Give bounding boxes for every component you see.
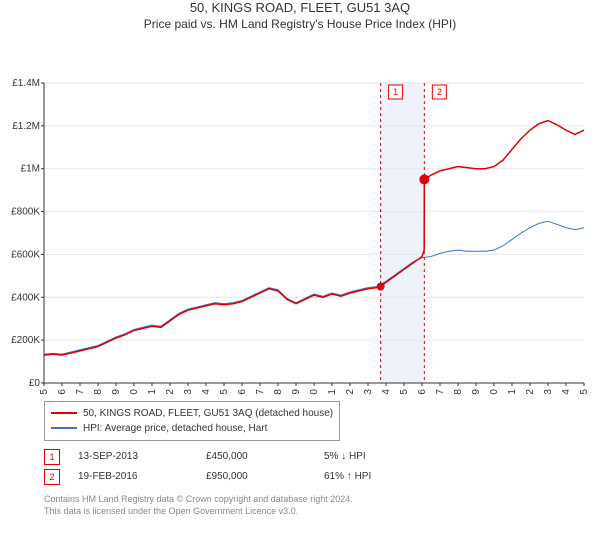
y-tick-label: £200K [11, 335, 40, 346]
x-tick-label: 2006 [237, 388, 248, 394]
x-tick-label: 2021 [507, 388, 518, 394]
x-tick-label: 2005 [219, 388, 230, 394]
x-tick-label: 2010 [309, 388, 320, 394]
x-tick-label: 2022 [525, 388, 536, 394]
sale-date: 19-FEB-2016 [78, 471, 188, 482]
sale-row: 2 19-FEB-2016 £950,000 61% ↑ HPI [44, 469, 600, 485]
legend-row: HPI: Average price, detached house, Hart [51, 421, 333, 436]
x-tick-label: 2023 [543, 388, 554, 394]
legend-swatch [51, 427, 77, 429]
sales-table: 1 13-SEP-2013 £450,000 5% ↓ HPI 2 19-FEB-2016… [0, 449, 600, 485]
y-tick-label: £600K [11, 249, 40, 260]
x-tick-label: 2018 [453, 388, 464, 394]
x-tick-label: 2019 [471, 388, 482, 394]
x-tick-label: 2000 [129, 388, 140, 394]
y-tick-label: £1M [21, 164, 40, 175]
x-tick-label: 2015 [399, 388, 410, 394]
x-tick-label: 2002 [165, 388, 176, 394]
sale-delta: 61% ↑ HPI [324, 471, 371, 482]
sale-price: £450,000 [206, 451, 306, 462]
x-tick-label: 2020 [489, 388, 500, 394]
chart-canvas: £0 £200K £400K £600K £800K £1M £1.2M £1.4M 1995 1… [0, 35, 600, 395]
x-tick-label: 1997 [75, 388, 86, 394]
x-tick-label: 2025 [579, 388, 590, 394]
legend: 50, KINGS ROAD, FLEET, GU51 3AQ (detache… [44, 401, 340, 441]
legend-label: 50, KINGS ROAD, FLEET, GU51 3AQ (detache… [83, 406, 333, 421]
x-tick-label: 2012 [345, 388, 356, 394]
chart-subtitle: Price paid vs. HM Land Registry's House … [0, 17, 600, 31]
y-tick-label: £1.2M [12, 121, 40, 132]
x-tick-label: 2003 [183, 388, 194, 394]
x-tick-label: 1996 [57, 388, 68, 394]
footer-attribution: Contains HM Land Registry data © Crown c… [44, 493, 600, 517]
x-tick-label: 2001 [147, 388, 158, 394]
x-tick-label: 2009 [291, 388, 302, 394]
sale-period-band [381, 83, 425, 383]
sale-marker-badge-label: 1 [393, 87, 398, 97]
sale-marker-badge-label: 2 [437, 87, 442, 97]
footer-line-2: This data is licensed under the Open Gov… [44, 505, 600, 517]
sale-point [419, 174, 429, 184]
x-tick-label: 2017 [435, 388, 446, 394]
x-tick-label: 2014 [381, 388, 392, 394]
legend-swatch [51, 412, 77, 414]
y-tick-label: £1.4M [12, 78, 40, 89]
footer-line-1: Contains HM Land Registry data © Crown c… [44, 493, 600, 505]
sale-row: 1 13-SEP-2013 £450,000 5% ↓ HPI [44, 449, 600, 465]
x-tick-label: 2004 [201, 388, 212, 394]
y-tick-label: £0 [29, 378, 41, 389]
x-tick-label: 2011 [327, 388, 338, 394]
sale-delta: 5% ↓ HPI [324, 451, 366, 462]
sale-badge: 1 [44, 449, 60, 465]
x-tick-label: 2016 [417, 388, 428, 394]
legend-label: HPI: Average price, detached house, Hart [83, 421, 267, 436]
x-tick-label: 2008 [273, 388, 284, 394]
y-tick-label: £800K [11, 206, 40, 217]
sale-date: 13-SEP-2013 [78, 451, 188, 462]
x-tick-label: 2007 [255, 388, 266, 394]
legend-row: 50, KINGS ROAD, FLEET, GU51 3AQ (detache… [51, 406, 333, 421]
x-tick-label: 2013 [363, 388, 374, 394]
sale-point [377, 282, 385, 290]
x-tick-label: 2024 [561, 388, 572, 394]
x-tick-label: 1999 [111, 388, 122, 394]
sale-price: £950,000 [206, 471, 306, 482]
series-price_paid [44, 120, 584, 355]
chart-title: 50, KINGS ROAD, FLEET, GU51 3AQ [0, 0, 600, 17]
x-tick-label: 1998 [93, 388, 104, 394]
sale-badge: 2 [44, 469, 60, 485]
y-tick-label: £400K [11, 292, 40, 303]
x-tick-label: 1995 [39, 388, 50, 394]
